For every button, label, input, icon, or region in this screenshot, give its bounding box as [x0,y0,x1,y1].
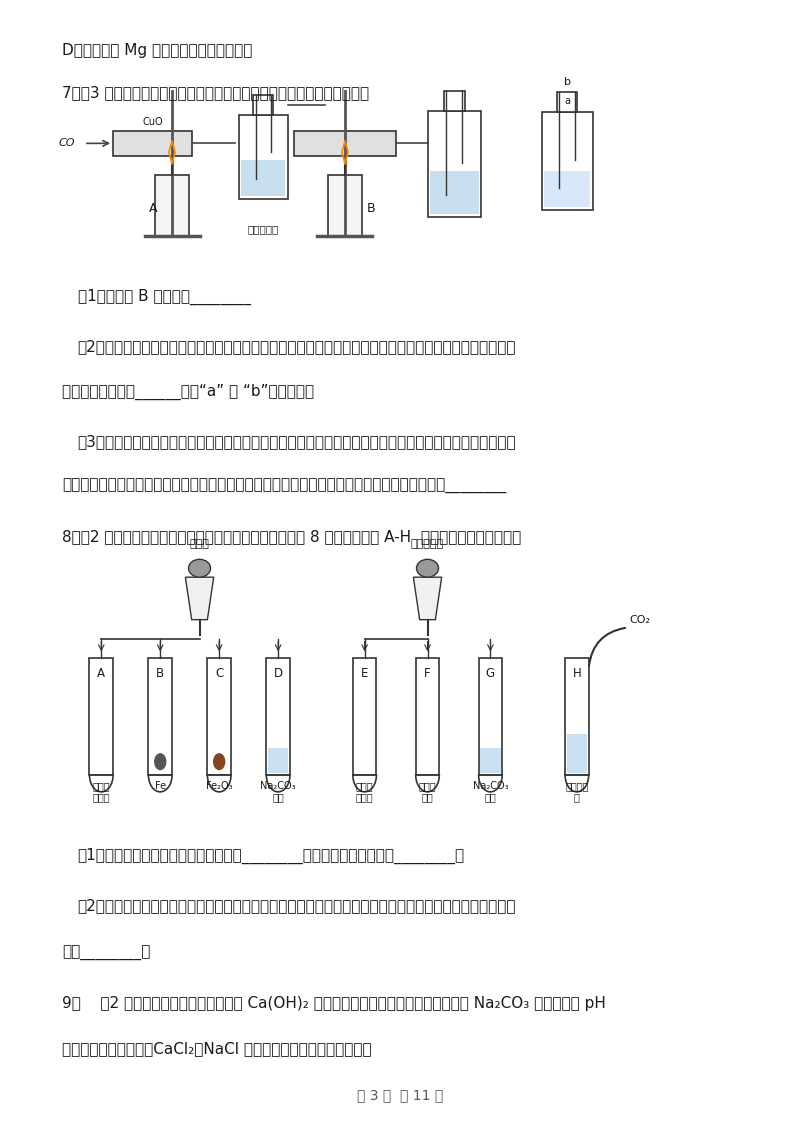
Text: E: E [361,667,368,679]
Bar [416,658,439,775]
Bar [427,111,481,217]
Circle shape [214,754,225,770]
Bar [254,95,273,115]
Text: （1）酒精灯 B 的作用是________: （1）酒精灯 B 的作用是________ [78,289,250,305]
Bar [239,115,287,199]
Bar [430,171,478,214]
Ellipse shape [189,559,210,577]
Text: 稀盐酸: 稀盐酸 [190,539,210,549]
Text: 稀盐酸
溶液: 稀盐酸 溶液 [418,781,436,803]
Text: 9．    （2 分）向稀盐酸中滴加一定量的 Ca(OH)₂ 溶液如图甲；取甲反应后的溶液，滴加 Na₂CO₃ 溶液，溶液 pH: 9． （2 分）向稀盐酸中滴加一定量的 Ca(OH)₂ 溶液如图甲；取甲反应后的… [62,996,606,1012]
Bar [268,748,288,773]
Text: B: B [156,667,164,679]
Wedge shape [565,775,589,792]
Text: b: b [563,77,570,87]
Text: G: G [486,667,495,679]
Polygon shape [414,577,442,619]
Text: 无色酚
酞溶液: 无色酚 酞溶液 [356,781,374,803]
Text: Na₂CO₃
溶液: Na₂CO₃ 溶液 [260,781,296,803]
Text: H: H [573,667,582,679]
Bar [566,734,587,773]
Text: Na₂CO₃
溶液: Na₂CO₃ 溶液 [473,781,508,803]
Text: 8．（2 分）某小组想探究盐酸、氢氧化钙的化学性质，取 8 支试管分别用 A-H  编号后，做了如下实验：: 8．（2 分）某小组想探究盐酸、氢氧化钙的化学性质，取 8 支试管分别用 A-H… [62,529,522,544]
Text: F: F [424,667,431,679]
Text: A: A [149,201,157,215]
Text: D．转化前后 Mg 元素的化合价均没有改变: D．转化前后 Mg 元素的化合价均没有改变 [62,43,252,58]
Wedge shape [416,775,439,792]
Text: 澄清石灰水: 澄清石灰水 [247,224,279,234]
Text: 石灰水，以排除一氧化碳能使澄清石灰水变浑浊的可能。你认为小龙的设计有无必要？为什么？________: 石灰水，以排除一氧化碳能使澄清石灰水变浑浊的可能。你认为小龙的设计有无必要？为什… [62,479,506,494]
Bar [542,112,593,211]
Circle shape [154,754,166,770]
Bar [544,171,590,207]
Bar [113,131,192,156]
Bar [557,92,578,112]
Text: 质是________。: 质是________。 [62,946,150,961]
Text: CuO: CuO [142,117,162,127]
Wedge shape [266,775,290,792]
Text: 紫色石
蕊试液: 紫色石 蕊试液 [93,781,110,803]
Wedge shape [90,775,113,792]
Text: a: a [564,96,570,106]
Wedge shape [478,775,502,792]
Bar [90,658,113,775]
Bar [266,658,290,775]
Text: Fe: Fe [154,781,166,790]
Bar [480,748,501,773]
Bar [353,658,377,775]
Bar [207,658,231,775]
Text: （1）实验中观察到有气泡出现的试管是________，有沉淠生成的试管是________。: （1）实验中观察到有气泡出现的试管是________，有沉淠生成的试管是____… [78,848,465,864]
Text: 第 3 页  共 11 页: 第 3 页 共 11 页 [357,1089,443,1103]
Text: A: A [98,667,106,679]
Bar [149,658,172,775]
Text: CO: CO [58,138,74,148]
Text: B: B [367,201,376,215]
Wedge shape [149,775,172,792]
Text: （3）小龙同学质疑：一氧化碳能否使澄清石灰水变浑浊？因此，在一氧化碳通入氧化铜之前，应先通入澄清: （3）小龙同学质疑：一氧化碳能否使澄清石灰水变浑浊？因此，在一氧化碳通入氧化铜之… [78,434,516,449]
Text: 的变化如图乙。已知：CaCl₂、NaCl 的水溶液均呼中性。回答问题：: 的变化如图乙。已知：CaCl₂、NaCl 的水溶液均呼中性。回答问题： [62,1041,371,1056]
Text: Fe₂O₃: Fe₂O₃ [206,781,233,790]
Wedge shape [353,775,377,792]
Bar [328,174,362,237]
Text: CO₂: CO₂ [630,615,650,625]
Text: 澄清石灰
水: 澄清石灰 水 [565,781,589,803]
Polygon shape [186,577,214,619]
Bar [478,658,502,775]
Wedge shape [207,775,231,792]
Text: 气瓶，尾气应该从______（填“a” 或 “b”）口通入。: 气瓶，尾气应该从______（填“a” 或 “b”）口通入。 [62,384,314,400]
Bar [154,174,190,237]
Text: （2）实验后某试管的底部有白色固体，过滤后向滤液中滴加盐酸，滴加一会后有气泡冒出，则该滤液中的溶: （2）实验后某试管的底部有白色固体，过滤后向滤液中滴加盐酸，滴加一会后有气泡冒出… [78,898,516,914]
Text: （2）小江同学认为小菁同学设计的装置有待优化，如尾气可先储存在瓶内，然后再处理。右图是他设计的储: （2）小江同学认为小菁同学设计的装置有待优化，如尾气可先储存在瓶内，然后再处理。… [78,338,516,354]
Ellipse shape [417,559,438,577]
Bar [565,658,589,775]
Bar [443,91,465,111]
Bar [242,160,286,196]
Text: D: D [274,667,282,679]
Text: 澄清石灰水: 澄清石灰水 [411,539,444,549]
Text: C: C [215,667,223,679]
Bar [294,131,396,156]
Text: 7．（3 分）下面是小菁同学设计的证明一氧化碳具有还原性的实验装置。: 7．（3 分）下面是小菁同学设计的证明一氧化碳具有还原性的实验装置。 [62,85,369,101]
